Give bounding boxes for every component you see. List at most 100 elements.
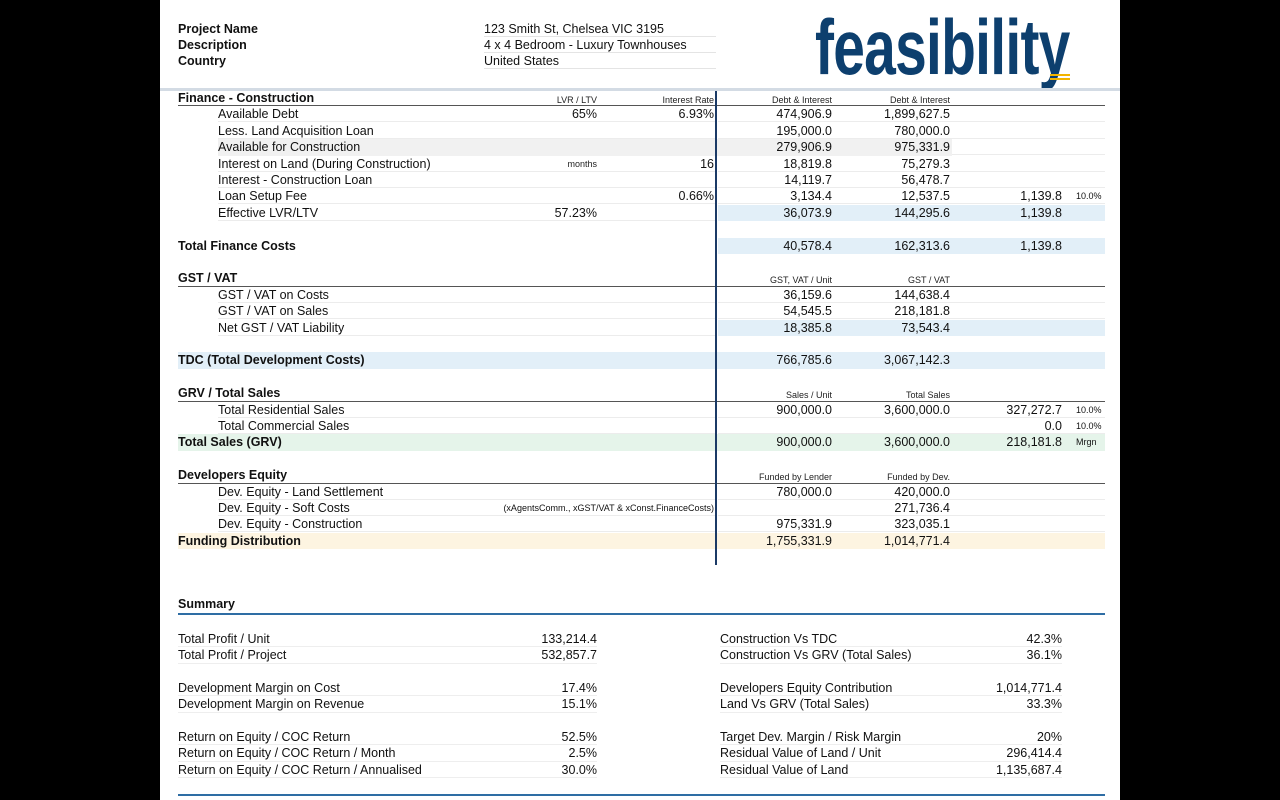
- cell-c3[interactable]: 54,545.5: [783, 304, 832, 319]
- summary-top-line: [178, 613, 1105, 615]
- cell-c5[interactable]: 0.0: [1044, 419, 1062, 433]
- cell-c3[interactable]: 36,159.6: [783, 287, 832, 302]
- row-line: [218, 287, 716, 303]
- cell-c4[interactable]: 56,478.7: [901, 173, 950, 187]
- summary-value[interactable]: 1,135,687.4: [995, 762, 1062, 777]
- cell-c3[interactable]: 766,785.6: [776, 353, 832, 368]
- cell-c4[interactable]: 3,600,000.0: [883, 402, 950, 417]
- row-label: Dev. Equity - Soft Costs: [218, 501, 350, 515]
- cell-c4[interactable]: 975,331.9: [894, 140, 950, 155]
- summary-row-line: [178, 762, 597, 779]
- cell-c5[interactable]: 1,139.8: [1020, 205, 1062, 220]
- row-label: Funding Distribution: [178, 533, 301, 548]
- cell-c4[interactable]: 73,543.4: [901, 320, 950, 335]
- cell-c4[interactable]: 3,067,142.3: [883, 353, 950, 368]
- summary-value[interactable]: 30.0%: [561, 762, 597, 777]
- row-shade: [718, 204, 1105, 222]
- cell-c1: LVR / LTV: [556, 95, 597, 105]
- cell-c3[interactable]: 900,000.0: [776, 435, 832, 450]
- summary-value[interactable]: 33.3%: [1026, 697, 1062, 712]
- row-line: [218, 418, 716, 434]
- summary-bottom-line: [178, 794, 1105, 796]
- row-label: Developers Equity: [178, 468, 288, 483]
- cell-c3[interactable]: 195,000.0: [776, 123, 832, 138]
- summary-value[interactable]: 20%: [1036, 730, 1062, 744]
- row-line: [718, 500, 1105, 516]
- cell-c5[interactable]: 327,272.7: [1006, 402, 1062, 417]
- cell-c3[interactable]: 279,906.9: [776, 140, 832, 155]
- summary-value[interactable]: 133,214.4: [541, 632, 597, 646]
- row-label: Available for Construction: [218, 140, 361, 155]
- cell-c2[interactable]: 16: [700, 156, 714, 171]
- summary-label: Developers Equity Contribution: [720, 681, 893, 695]
- table-row: Dev. Equity - Construction 975,331.9 323,0…: [178, 516, 1105, 533]
- row-shade: [718, 237, 1105, 254]
- row-label: Total Sales (GRV): [178, 435, 282, 450]
- row-line: [218, 303, 716, 320]
- cell-c5[interactable]: 218,181.8: [1006, 435, 1062, 450]
- summary-title: Summary: [178, 597, 235, 611]
- summary-value[interactable]: 42.3%: [1026, 632, 1062, 646]
- cell-c3[interactable]: 40,578.4: [783, 238, 832, 253]
- summary-label: Target Dev. Margin / Risk Margin: [720, 730, 902, 744]
- cell-c1[interactable]: 65%: [571, 107, 597, 122]
- cell-c3[interactable]: 975,331.9: [776, 517, 832, 532]
- cell-c3[interactable]: 18,385.8: [783, 320, 832, 335]
- cell-c1[interactable]: 57.23%: [554, 205, 597, 220]
- summary-value[interactable]: 1,014,771.4: [995, 681, 1062, 695]
- cell-c4[interactable]: 144,295.6: [894, 205, 950, 220]
- cell-c4[interactable]: 12,537.5: [901, 189, 950, 204]
- project-name-value[interactable]: 123 Smith St, Chelsea VIC 3195: [484, 21, 716, 37]
- cell-c2[interactable]: 0.66%: [678, 189, 714, 204]
- cell-c4[interactable]: 1,014,771.4: [883, 533, 950, 548]
- row-label: Finance - Construction: [178, 91, 315, 105]
- cell-c3[interactable]: 780,000.0: [776, 484, 832, 499]
- summary-row-line: [720, 745, 1062, 762]
- summary-value[interactable]: 2.5%: [568, 746, 598, 761]
- table-row: Effective LVR/LTV 57.23% 36,073.9 144,295.6…: [178, 204, 1105, 222]
- country-value[interactable]: United States: [484, 53, 716, 69]
- feasibility-logo: feasibility: [815, 3, 1070, 91]
- cell-c5[interactable]: 1,139.8: [1020, 238, 1062, 253]
- cell-c4[interactable]: 144,638.4: [894, 287, 950, 302]
- cell-c3[interactable]: 900,000.0: [776, 402, 832, 417]
- cell-c4[interactable]: 420,000.0: [894, 484, 950, 499]
- row-line: [218, 205, 716, 221]
- summary-value[interactable]: 15.1%: [561, 697, 597, 712]
- cell-c3[interactable]: 1,755,331.9: [765, 533, 832, 548]
- section-header: Developers Equity Funded by Lender Funded …: [178, 467, 1105, 484]
- row-line: [718, 172, 1105, 188]
- row-line: [218, 188, 716, 205]
- cell-c4[interactable]: 3,600,000.0: [883, 435, 950, 450]
- cell-c4[interactable]: 780,000.0: [894, 123, 950, 138]
- row-label: Dev. Equity - Construction: [218, 517, 363, 532]
- cell-c6: 10.0%: [1076, 191, 1102, 202]
- cell-c4: Debt & Interest: [889, 95, 950, 105]
- cell-c4[interactable]: 162,313.6: [894, 238, 950, 253]
- column-divider: [715, 91, 717, 565]
- cell-c4[interactable]: 323,035.1: [894, 517, 950, 532]
- cell-c3[interactable]: 18,819.8: [783, 156, 832, 171]
- cell-c1[interactable]: months: [567, 158, 597, 169]
- cell-c3: Funded by Lender: [758, 472, 832, 483]
- row-label: Available Debt: [218, 107, 299, 122]
- project-name-label: Project Name: [178, 22, 258, 36]
- cell-c2[interactable]: 6.93%: [678, 107, 714, 122]
- summary-label: Construction Vs GRV (Total Sales): [720, 648, 912, 663]
- summary-value[interactable]: 36.1%: [1026, 648, 1062, 663]
- cell-c4[interactable]: 218,181.8: [894, 304, 950, 319]
- cell-c3[interactable]: 36,073.9: [783, 205, 832, 220]
- cell-c4[interactable]: 75,279.3: [901, 156, 950, 171]
- cell-c5[interactable]: 1,139.8: [1020, 189, 1062, 204]
- cell-c3[interactable]: 474,906.9: [776, 107, 832, 122]
- cell-c3[interactable]: 3,134.4: [790, 189, 832, 204]
- summary-value[interactable]: 17.4%: [561, 681, 597, 695]
- description-value[interactable]: 4 x 4 Bedroom - Luxury Townhouses: [484, 37, 716, 53]
- summary-value[interactable]: 296,414.4: [1006, 746, 1062, 761]
- summary-value[interactable]: 52.5%: [561, 730, 597, 744]
- summary-value[interactable]: 532,857.7: [541, 648, 597, 663]
- cell-c4[interactable]: 271,736.4: [894, 501, 950, 515]
- cell-c4[interactable]: 1,899,627.5: [883, 107, 950, 122]
- cell-c3[interactable]: 14,119.7: [784, 173, 832, 187]
- table-row: Total Commercial Sales 0.0 10.0%: [178, 418, 1105, 434]
